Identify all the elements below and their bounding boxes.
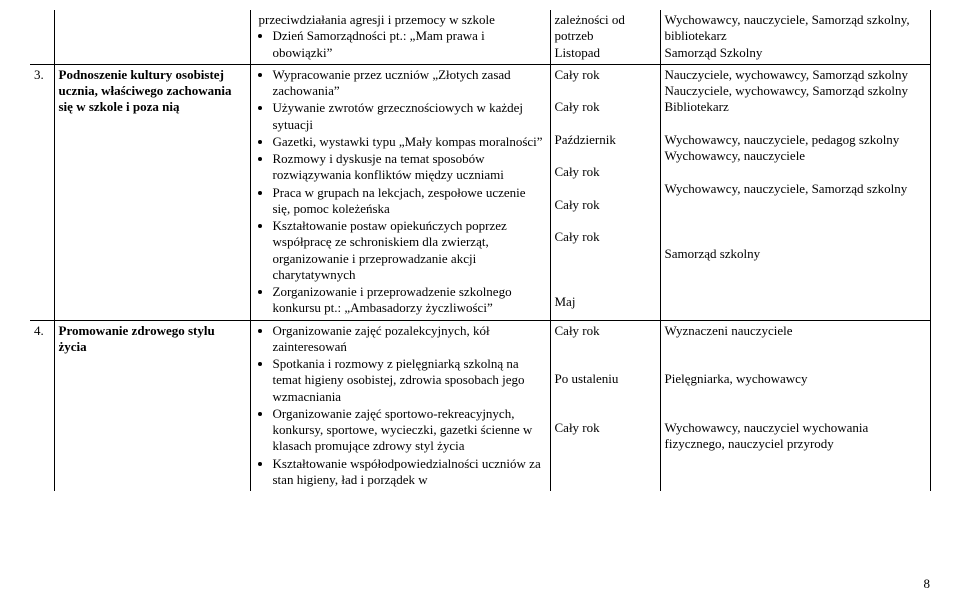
- term-line: [555, 339, 656, 355]
- row-number: [30, 10, 54, 64]
- term-line: zależności od potrzeb: [555, 12, 656, 45]
- table-row: przeciwdziałania agresji i przemocy w sz…: [30, 10, 930, 64]
- resp-line: Bibliotekarz: [665, 99, 926, 115]
- task-pre: przeciwdziałania agresji i przemocy w sz…: [255, 12, 546, 28]
- resp-line: [665, 388, 926, 404]
- table-row: 4. Promowanie zdrowego stylu życia Organ…: [30, 320, 930, 491]
- task-item: Kształtowanie postaw opiekuńczych poprze…: [273, 218, 546, 283]
- row-responsible: Wychowawcy, nauczyciele, Samorząd szkoln…: [660, 10, 930, 64]
- term-line: Listopad: [555, 45, 656, 61]
- row-tasks: Wypracowanie przez uczniów „Złotych zasa…: [250, 64, 550, 320]
- term-line: [555, 355, 656, 371]
- resp-line: [665, 116, 926, 132]
- resp-line: [665, 355, 926, 371]
- resp-line: Samorząd szkolny: [665, 246, 926, 262]
- row-tasks: Organizowanie zajęć pozalekcyjnych, kół …: [250, 320, 550, 491]
- row-title-text: Podnoszenie kultury osobistej ucznia, wł…: [59, 67, 232, 115]
- row-tasks: przeciwdziałania agresji i przemocy w sz…: [250, 10, 550, 64]
- row-term: zależności od potrzeb Listopad: [550, 10, 660, 64]
- resp-line: [665, 213, 926, 229]
- plan-table: przeciwdziałania agresji i przemocy w sz…: [30, 10, 931, 491]
- row-responsible: Nauczyciele, wychowawcy, Samorząd szkoln…: [660, 64, 930, 320]
- term-line: Cały rok: [555, 164, 656, 180]
- resp-line: Wychowawcy, nauczyciel wychowania fizycz…: [665, 420, 926, 453]
- term-line: [555, 278, 656, 294]
- resp-line: Nauczyciele, wychowawcy, Samorząd szkoln…: [665, 83, 926, 99]
- term-line: [555, 181, 656, 197]
- term-line: Cały rok: [555, 99, 656, 115]
- term-line: Cały rok: [555, 323, 656, 339]
- task-item: Dzień Samorządności pt.: „Mam prawa i ob…: [273, 28, 546, 61]
- resp-line: Wyznaczeni nauczyciele: [665, 323, 926, 339]
- task-item: Organizowanie zajęć sportowo-rekreacyjny…: [273, 406, 546, 455]
- term-line: Październik: [555, 132, 656, 148]
- resp-line: Wychowawcy, nauczyciele, Samorząd szkoln…: [665, 181, 926, 197]
- resp-line: Pielęgniarka, wychowawcy: [665, 371, 926, 387]
- resp-line: [665, 164, 926, 180]
- term-line: [555, 388, 656, 404]
- term-line: Cały rok: [555, 67, 656, 83]
- task-item: Gazetki, wystawki typu „Mały kompas mora…: [273, 134, 546, 150]
- row-title-text: Promowanie zdrowego stylu życia: [59, 323, 215, 354]
- task-item: Używanie zwrotów grzecznościowych w każd…: [273, 100, 546, 133]
- resp-line: Samorząd Szkolny: [665, 45, 926, 61]
- term-line: [555, 116, 656, 132]
- resp-line: [665, 197, 926, 213]
- term-line: Po ustaleniu: [555, 371, 656, 387]
- resp-line: [665, 339, 926, 355]
- term-line: [555, 262, 656, 278]
- resp-line: [665, 404, 926, 420]
- page-number: 8: [924, 576, 931, 592]
- term-line: [555, 148, 656, 164]
- term-line: Cały rok: [555, 197, 656, 213]
- resp-line: [665, 229, 926, 245]
- row-title: [54, 10, 250, 64]
- term-line: Maj: [555, 294, 656, 310]
- row-number: 3.: [30, 64, 54, 320]
- task-item: Organizowanie zajęć pozalekcyjnych, kół …: [273, 323, 546, 356]
- task-item: Spotkania i rozmowy z pielęgniarką szkol…: [273, 356, 546, 405]
- task-item: Wypracowanie przez uczniów „Złotych zasa…: [273, 67, 546, 100]
- task-item: Kształtowanie współodpowiedzialności ucz…: [273, 456, 546, 489]
- table-row: 3. Podnoszenie kultury osobistej ucznia,…: [30, 64, 930, 320]
- term-line: [555, 246, 656, 262]
- term-line: [555, 213, 656, 229]
- page: przeciwdziałania agresji i przemocy w sz…: [0, 0, 960, 598]
- row-number: 4.: [30, 320, 54, 491]
- resp-line: Wychowawcy, nauczyciele: [665, 148, 926, 164]
- resp-line: Nauczyciele, wychowawcy, Samorząd szkoln…: [665, 67, 926, 83]
- term-line: [555, 404, 656, 420]
- resp-line: Wychowawcy, nauczyciele, Samorząd szkoln…: [665, 12, 926, 45]
- resp-line: Wychowawcy, nauczyciele, pedagog szkolny: [665, 132, 926, 148]
- task-item: Rozmowy i dyskusje na temat sposobów roz…: [273, 151, 546, 184]
- row-term: Cały rok Po ustaleniu Cały rok: [550, 320, 660, 491]
- task-item: Praca w grupach na lekcjach, zespołowe u…: [273, 185, 546, 218]
- row-responsible: Wyznaczeni nauczyciele Pielęgniarka, wyc…: [660, 320, 930, 491]
- row-term: Cały rok Cały rok Październik Cały rok C…: [550, 64, 660, 320]
- term-line: Cały rok: [555, 229, 656, 245]
- term-line: [555, 83, 656, 99]
- term-line: Cały rok: [555, 420, 656, 436]
- row-title: Podnoszenie kultury osobistej ucznia, wł…: [54, 64, 250, 320]
- task-item: Zorganizowanie i przeprowadzenie szkolne…: [273, 284, 546, 317]
- row-title: Promowanie zdrowego stylu życia: [54, 320, 250, 491]
